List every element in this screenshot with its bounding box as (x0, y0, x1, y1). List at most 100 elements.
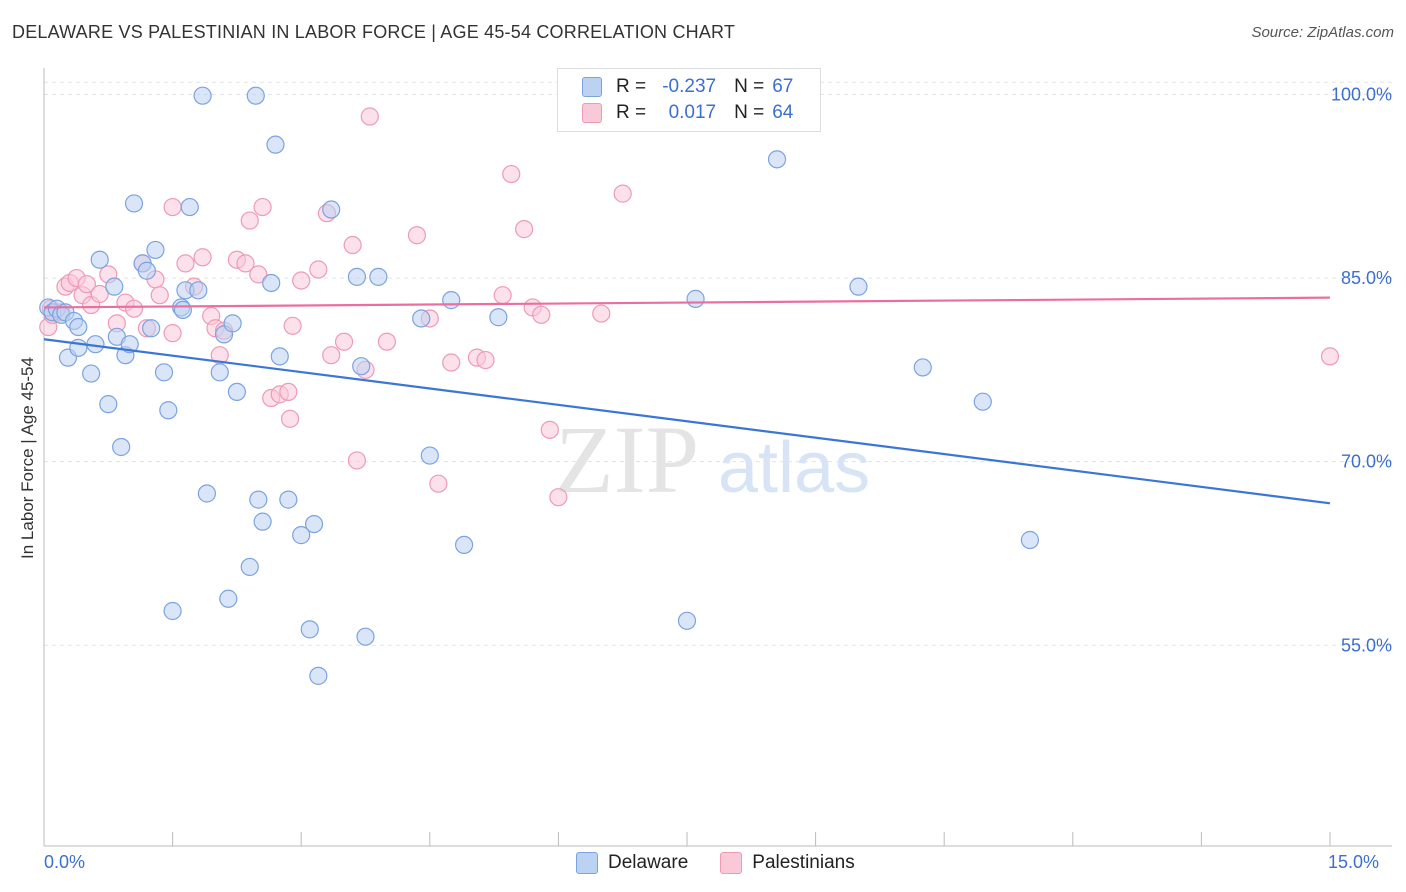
delaware-point (300, 620, 319, 639)
delaware-point (266, 135, 285, 154)
palestinians-point (283, 316, 302, 335)
palestinians-point (279, 382, 298, 402)
delaware-point (973, 392, 992, 411)
palestinians-point (407, 226, 427, 245)
delaware-point (90, 250, 109, 269)
palestinians-trend-line (43, 296, 1331, 309)
palestinians-point (592, 304, 611, 323)
delaware-point (173, 300, 192, 319)
palestinians-legend-label: Palestinians (752, 852, 855, 873)
palestinians-point (515, 220, 534, 239)
delaware-point (249, 490, 268, 509)
palestinians-point (309, 260, 328, 279)
legend-item-palestinians[interactable]: Palestinians (720, 852, 855, 874)
delaware-point (322, 200, 341, 219)
delaware-swatch (582, 77, 602, 97)
palestinians-point (236, 254, 255, 273)
palestinians-point (124, 299, 144, 318)
delaware-point (146, 240, 165, 260)
watermark-zip: ZIP (555, 406, 699, 513)
chart-title: DELAWARE VS PALESTINIAN IN LABOR FORCE |… (12, 22, 736, 42)
delaware-point (412, 309, 431, 328)
delaware-point (189, 281, 208, 300)
delaware-point (246, 86, 265, 105)
y-tick-label: 85.0% (1341, 268, 1392, 288)
delaware-legend-label: Delaware (608, 852, 689, 873)
palestinians-r-value: 0.017 (668, 102, 717, 123)
delaware-point (82, 364, 101, 383)
palestinians-point (343, 235, 362, 255)
delaware-point (304, 514, 324, 534)
delaware-trend-line (43, 338, 1331, 505)
delaware-point (489, 308, 508, 327)
delaware-point (240, 557, 259, 577)
delaware-point (849, 277, 868, 296)
palestinians-point (322, 346, 341, 365)
x-min-label: 0.0% (44, 852, 86, 872)
palestinians-point (493, 286, 512, 305)
delaware-n-label: N = (734, 76, 765, 97)
palestinians-point (549, 488, 568, 507)
delaware-point (677, 611, 697, 630)
delaware-point (420, 446, 439, 465)
palestinians-point (240, 211, 259, 230)
delaware-point (309, 666, 328, 685)
palestinians-point (249, 265, 268, 284)
palestinians-point (429, 474, 448, 493)
delaware-point (163, 601, 182, 621)
y-tick-label: 55.0% (1341, 635, 1392, 655)
palestinians-n-value: 64 (772, 102, 794, 123)
palestinians-point (193, 248, 212, 267)
palestinians-point (77, 275, 96, 294)
delaware-point (112, 437, 131, 457)
y-tick-labels: 55.0% 70.0% 85.0% 100.0% (1331, 84, 1392, 655)
delaware-point (270, 347, 289, 366)
delaware-points (39, 86, 1040, 685)
palestinians-point (613, 184, 632, 203)
legend-row-palestinians: R = 0.017 N = 64 (582, 101, 793, 125)
delaware-point (137, 261, 156, 280)
palestinians-point (176, 254, 195, 273)
watermark-atlas: atlas (718, 428, 870, 508)
delaware-point (279, 490, 298, 509)
axes (43, 68, 1392, 847)
delaware-r-label: R = (616, 76, 647, 97)
delaware-point (262, 273, 281, 293)
palestinians-point (540, 420, 559, 439)
palestinians-point (334, 332, 354, 351)
delaware-point (69, 317, 88, 337)
y-tick-label: 70.0% (1341, 452, 1392, 472)
delaware-point (154, 363, 174, 382)
delaware-point (142, 319, 161, 338)
delaware-point (180, 197, 199, 217)
delaware-point (369, 267, 388, 286)
delaware-point (347, 267, 367, 286)
palestinians-swatch (582, 103, 602, 123)
delaware-point (356, 627, 375, 646)
delaware-point (352, 357, 371, 376)
trend-lines (43, 296, 1331, 505)
palestinians-point (377, 332, 397, 351)
palestinians-point (253, 197, 272, 217)
delaware-point (210, 363, 229, 382)
palestinians-n-label: N = (734, 102, 765, 123)
legend-item-delaware[interactable]: Delaware (576, 852, 688, 874)
delaware-point (197, 484, 216, 503)
palestinians-point (1320, 347, 1340, 366)
palestinians-point (532, 305, 551, 324)
watermark: ZIP atlas (555, 406, 870, 513)
palestinians-point (90, 284, 109, 304)
palestinians-point (292, 271, 311, 290)
delaware-point (124, 194, 144, 213)
delaware-legend-swatch (576, 852, 598, 874)
palestinians-point (163, 197, 182, 217)
delaware-point (193, 86, 212, 105)
palestinians-point (347, 451, 367, 470)
delaware-point (1020, 530, 1040, 550)
x-max-label: 15.0% (1328, 852, 1380, 872)
palestinians-point (502, 164, 521, 184)
stats-legend: R = -0.237 N = 67 R = 0.017 N = 64 (557, 68, 821, 132)
palestinians-legend-swatch (720, 852, 743, 874)
delaware-point (253, 512, 272, 531)
